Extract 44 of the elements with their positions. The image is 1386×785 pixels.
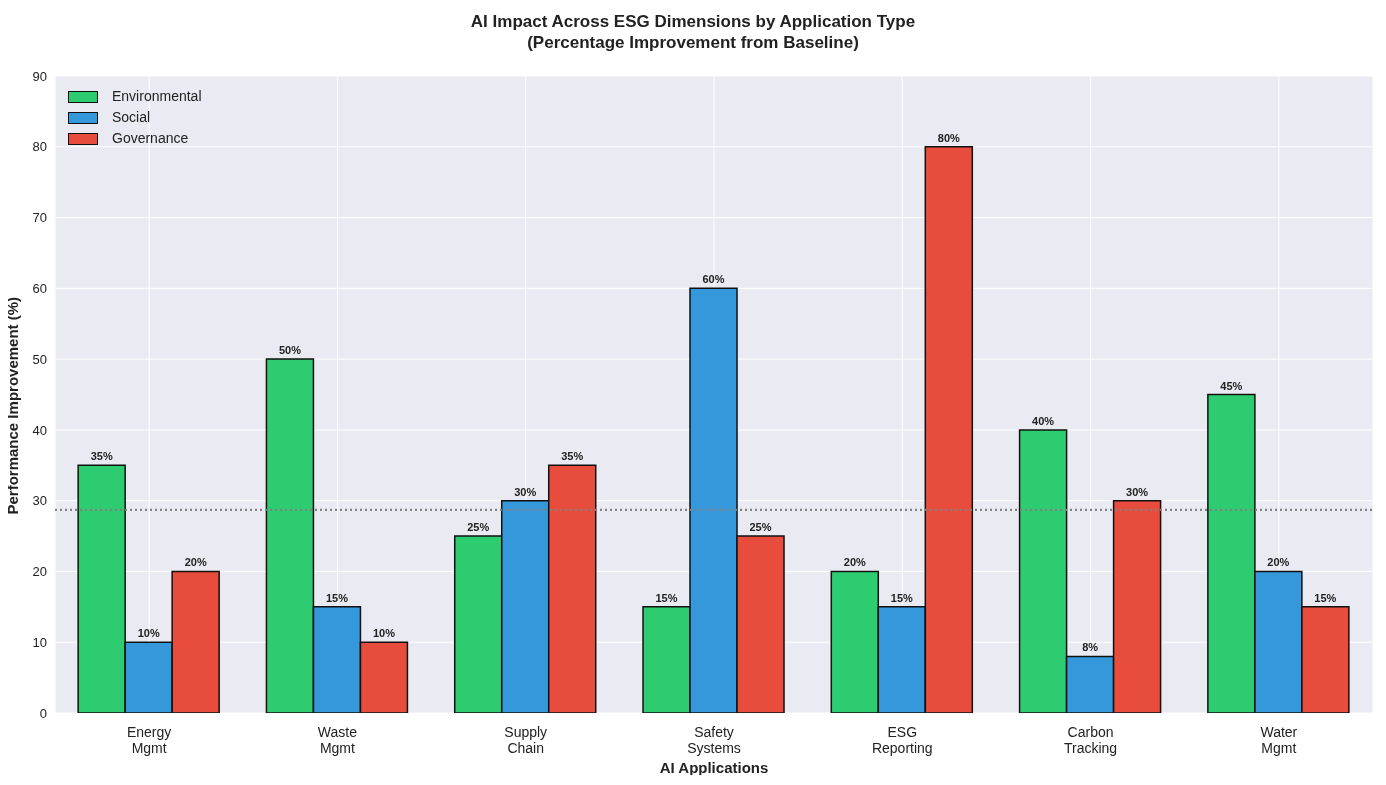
legend-label: Social xyxy=(111,108,152,127)
data-label: 10% xyxy=(137,627,160,640)
data-label: 45% xyxy=(1220,379,1243,392)
data-label: 30% xyxy=(514,485,537,498)
data-label: 60% xyxy=(702,273,725,286)
data-label: 50% xyxy=(278,344,302,357)
x-tick-label: Safety Systems xyxy=(687,724,741,756)
x-tick-label: Waste Mgmt xyxy=(317,724,358,756)
data-label: 10% xyxy=(372,627,396,640)
data-label: 15% xyxy=(325,591,349,604)
data-label: 80% xyxy=(937,131,961,144)
data-label: 20% xyxy=(184,556,207,569)
y-tick-label: 60 xyxy=(32,280,47,296)
legend-label: Environmental xyxy=(111,87,202,106)
y-tick-label: 90 xyxy=(32,68,47,84)
chart-subtitle: (Percentage Improvement from Baseline) xyxy=(526,32,860,53)
x-tick-label: Carbon Tracking xyxy=(1063,724,1118,756)
y-tick-label: 50 xyxy=(32,351,47,367)
y-tick-label: 20 xyxy=(32,564,47,580)
data-label: 15% xyxy=(890,591,914,604)
y-tick-label: 40 xyxy=(32,422,47,438)
data-label: 8% xyxy=(1082,641,1099,654)
chart-title: AI Impact Across ESG Dimensions by Application Type xyxy=(469,11,917,32)
y-tick-label: 30 xyxy=(32,493,47,509)
data-label: 15% xyxy=(655,591,678,604)
data-label: 35% xyxy=(561,450,584,463)
x-tick-label: Water Mgmt xyxy=(1260,724,1298,756)
y-tick-label: 70 xyxy=(32,210,47,226)
y-axis-title: Performance Improvement (%) xyxy=(4,296,22,515)
data-label: 15% xyxy=(1314,591,1337,604)
data-label: 35% xyxy=(90,450,113,463)
x-tick-label: ESG Reporting xyxy=(871,724,933,756)
data-label: 25% xyxy=(749,521,772,534)
data-label: 40% xyxy=(1032,414,1055,427)
y-tick-label: 80 xyxy=(32,139,47,155)
data-label: 30% xyxy=(1126,485,1149,498)
data-label: 20% xyxy=(843,556,867,569)
data-label: 20% xyxy=(1267,556,1290,569)
legend-label: Governance xyxy=(111,129,190,148)
data-label: 25% xyxy=(467,521,490,534)
y-tick-label: 10 xyxy=(32,634,47,650)
y-tick-label: 0 xyxy=(39,705,47,721)
x-tick-label: Energy Mgmt xyxy=(126,724,172,756)
x-tick-label: Supply Chain xyxy=(504,724,548,756)
